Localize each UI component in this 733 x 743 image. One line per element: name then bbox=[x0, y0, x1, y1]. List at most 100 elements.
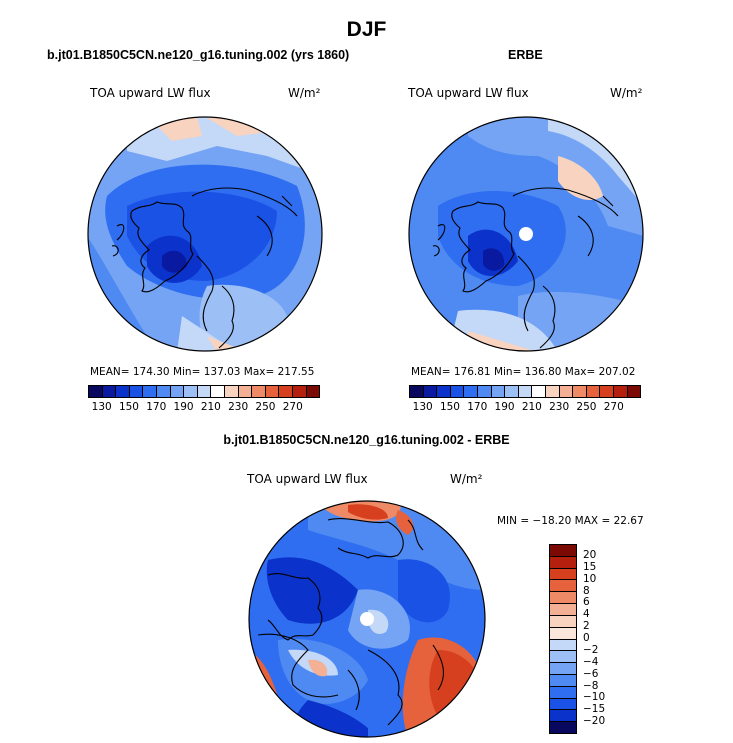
colorbar-level-label: 0 bbox=[583, 632, 590, 644]
colorbar-swatch bbox=[627, 386, 641, 397]
colorbar-swatch bbox=[550, 615, 576, 628]
colorbar-tick-label: 210 bbox=[200, 401, 221, 413]
colorbar-tick-label: 250 bbox=[255, 401, 276, 413]
panel3-colorbar-labels: 20 15 10 8 6 4 2 0 −2 −4 −6 −8 −10 −15 −20 bbox=[583, 544, 623, 734]
colorbar-swatch bbox=[550, 674, 576, 687]
colorbar-swatch bbox=[450, 386, 465, 397]
colorbar-swatch bbox=[197, 386, 212, 397]
colorbar-swatch bbox=[573, 386, 587, 397]
colorbar-tick-label: 130 bbox=[91, 401, 112, 413]
colorbar-level-label: −6 bbox=[583, 667, 599, 680]
colorbar-swatch bbox=[550, 663, 576, 675]
colorbar-level-label: 20 bbox=[583, 548, 597, 561]
colorbar-swatch bbox=[170, 386, 185, 397]
colorbar-swatch bbox=[550, 556, 576, 569]
panel2-units-label: W/m² bbox=[610, 86, 643, 100]
colorbar-tick-label: 190 bbox=[494, 401, 515, 413]
colorbar-swatch bbox=[613, 386, 628, 397]
panel2-variable-label: TOA upward LW flux bbox=[408, 86, 529, 100]
colorbar-level-label: 4 bbox=[583, 608, 590, 621]
colorbar-tick-label: 190 bbox=[173, 401, 194, 413]
colorbar-swatch bbox=[550, 686, 576, 699]
colorbar-level-label: 6 bbox=[583, 596, 590, 609]
colorbar-tick-label: 210 bbox=[521, 401, 542, 413]
colorbar-tick-label: 270 bbox=[603, 401, 624, 413]
colorbar-level-label: −4 bbox=[583, 655, 599, 668]
panel3-colorbar bbox=[549, 544, 577, 734]
colorbar-swatch bbox=[184, 386, 198, 397]
colorbar-level-label: −8 bbox=[583, 679, 599, 692]
colorbar-swatch bbox=[550, 639, 576, 652]
panel1-colorbar bbox=[88, 385, 320, 398]
colorbar-swatch bbox=[252, 386, 266, 397]
colorbar-swatch bbox=[89, 386, 103, 397]
panel2-colorbar bbox=[409, 385, 641, 398]
colorbar-swatch bbox=[211, 386, 225, 397]
colorbar-tick-label: 150 bbox=[118, 401, 139, 413]
colorbar-swatch bbox=[102, 386, 117, 397]
colorbar-swatch bbox=[143, 386, 157, 397]
colorbar-swatch bbox=[477, 386, 492, 397]
colorbar-swatch bbox=[545, 386, 560, 397]
colorbar-swatch bbox=[224, 386, 239, 397]
colorbar-level-label: 10 bbox=[583, 572, 597, 585]
colorbar-swatch bbox=[550, 545, 576, 557]
panel3-variable-label: TOA upward LW flux bbox=[247, 472, 368, 486]
panel3-units-label: W/m² bbox=[450, 472, 483, 486]
colorbar-swatch bbox=[423, 386, 438, 397]
colorbar-level-label: 15 bbox=[583, 560, 597, 573]
colorbar-level-label: −20 bbox=[583, 715, 606, 728]
colorbar-tick-label: 170 bbox=[467, 401, 488, 413]
colorbar-tick-label: 250 bbox=[576, 401, 597, 413]
panel2-subtitle: ERBE bbox=[508, 48, 543, 62]
colorbar-swatch bbox=[306, 386, 320, 397]
colorbar-swatch bbox=[586, 386, 601, 397]
colorbar-tick-label: 170 bbox=[146, 401, 167, 413]
colorbar-swatch bbox=[532, 386, 546, 397]
colorbar-swatch bbox=[437, 386, 451, 397]
figure-title: DJF bbox=[346, 18, 387, 41]
colorbar-tick-label: 230 bbox=[228, 401, 249, 413]
colorbar-swatch bbox=[491, 386, 506, 397]
colorbar-swatch bbox=[505, 386, 519, 397]
panel1-colorbar-ticks: 130 150 170 190 210 230 250 270 bbox=[88, 401, 320, 415]
colorbar-level-label: 2 bbox=[583, 620, 590, 633]
colorbar-swatch bbox=[292, 386, 307, 397]
panel2-colorbar-ticks: 130 150 170 190 210 230 250 270 bbox=[409, 401, 641, 415]
colorbar-level-label: −15 bbox=[583, 703, 606, 716]
colorbar-swatch bbox=[116, 386, 130, 397]
colorbar-tick-label: 130 bbox=[412, 401, 433, 413]
panel2-stats: MEAN= 176.81 Min= 136.80 Max= 207.02 bbox=[411, 366, 636, 378]
colorbar-swatch bbox=[129, 386, 144, 397]
colorbar-level-label: −2 bbox=[583, 643, 599, 656]
colorbar-swatch bbox=[410, 386, 424, 397]
colorbar-level-label: −10 bbox=[583, 691, 606, 704]
panel2-polar-map bbox=[408, 116, 644, 352]
colorbar-swatch bbox=[550, 722, 576, 733]
colorbar-swatch bbox=[550, 710, 576, 723]
panel1-stats: MEAN= 174.30 Min= 137.03 Max= 217.55 bbox=[90, 366, 315, 378]
colorbar-swatch bbox=[550, 592, 576, 605]
colorbar-swatch bbox=[550, 604, 576, 616]
panel1-units-label: W/m² bbox=[288, 86, 321, 100]
colorbar-swatch bbox=[265, 386, 280, 397]
colorbar-swatch bbox=[550, 568, 576, 581]
panel1-subtitle: b.jt01.B1850C5CN.ne120_g16.tuning.002 (y… bbox=[47, 48, 350, 62]
colorbar-level-label: 8 bbox=[583, 584, 590, 597]
colorbar-tick-label: 270 bbox=[282, 401, 303, 413]
colorbar-swatch bbox=[550, 651, 576, 664]
colorbar-swatch bbox=[600, 386, 614, 397]
panel3-subtitle: b.jt01.B1850C5CN.ne120_g16.tuning.002 - … bbox=[223, 433, 510, 447]
colorbar-swatch bbox=[550, 698, 576, 711]
colorbar-swatch bbox=[238, 386, 253, 397]
colorbar-swatch bbox=[550, 627, 576, 640]
colorbar-swatch bbox=[279, 386, 293, 397]
colorbar-swatch bbox=[550, 580, 576, 593]
colorbar-tick-label: 150 bbox=[439, 401, 460, 413]
panel1-variable-label: TOA upward LW flux bbox=[90, 86, 211, 100]
panel3-polar-map bbox=[248, 500, 486, 738]
colorbar-swatch bbox=[559, 386, 574, 397]
colorbar-swatch bbox=[156, 386, 171, 397]
panel1-polar-map bbox=[87, 116, 323, 352]
colorbar-tick-label: 230 bbox=[549, 401, 570, 413]
